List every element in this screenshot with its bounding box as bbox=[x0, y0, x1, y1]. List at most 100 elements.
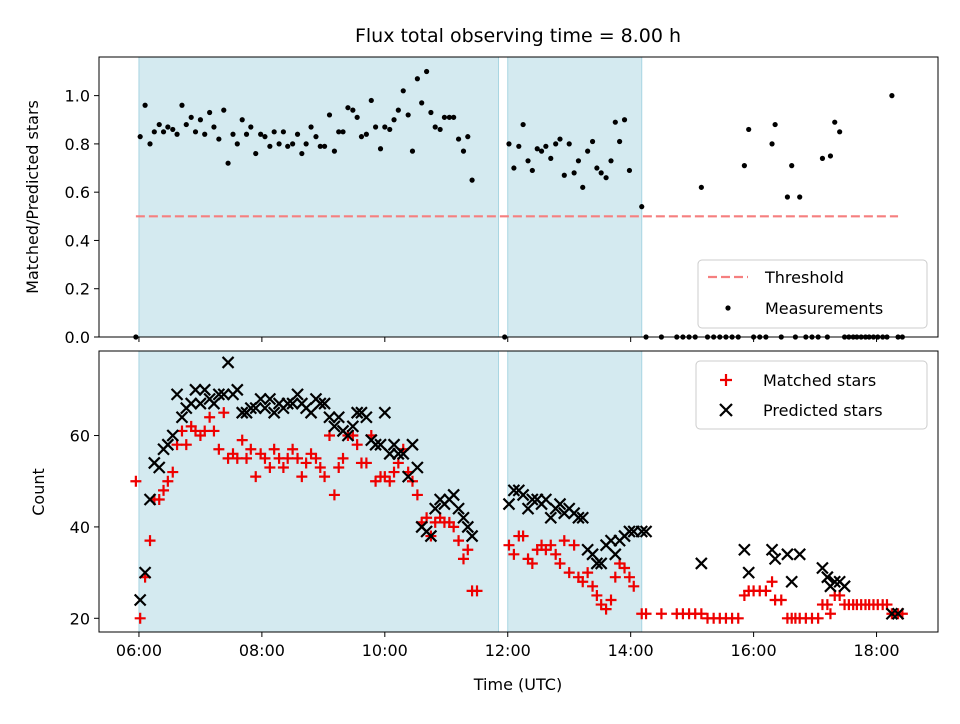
matched-star-marker bbox=[821, 599, 833, 611]
predicted-star-marker bbox=[341, 429, 355, 442]
measurement-point bbox=[543, 143, 549, 149]
predicted-star-marker bbox=[406, 438, 419, 451]
measurement-point bbox=[151, 129, 157, 135]
measurement-point bbox=[340, 129, 346, 135]
matched-star-marker bbox=[655, 608, 667, 620]
matched-star-marker bbox=[360, 457, 372, 469]
measurement-point bbox=[345, 105, 351, 111]
measurement-point bbox=[188, 114, 194, 120]
matched-star-marker bbox=[337, 452, 349, 464]
matched-star-marker bbox=[277, 462, 289, 474]
measurement-point bbox=[405, 112, 411, 118]
predicted-star-marker bbox=[212, 388, 226, 401]
matched-star-marker bbox=[695, 608, 707, 620]
predicted-star-marker bbox=[502, 497, 516, 511]
measurement-point bbox=[589, 138, 596, 145]
measurement-point bbox=[621, 117, 628, 123]
predicted-star-marker bbox=[516, 488, 530, 502]
matched-star-marker bbox=[640, 608, 652, 620]
measurement-point bbox=[789, 163, 795, 169]
predicted-star-marker bbox=[161, 438, 175, 451]
measurement-point bbox=[639, 204, 645, 210]
measurement-point bbox=[746, 126, 752, 133]
measurement-point bbox=[165, 124, 171, 130]
measurement-point bbox=[303, 141, 309, 147]
matched-star-marker bbox=[517, 530, 529, 542]
predicted-star-marker bbox=[194, 397, 207, 410]
measurement-point bbox=[377, 146, 384, 152]
matched-star-marker bbox=[558, 535, 570, 547]
measurement-point bbox=[280, 129, 286, 135]
matched-star-marker bbox=[199, 425, 211, 437]
matched-star-marker bbox=[388, 466, 400, 478]
matched-star-marker bbox=[250, 471, 262, 483]
measurement-point bbox=[769, 141, 775, 147]
measurement-point bbox=[179, 102, 185, 108]
measurement-point bbox=[372, 124, 379, 130]
predicted-star-marker bbox=[785, 575, 798, 589]
predicted-star-marker bbox=[594, 557, 608, 570]
measurement-point bbox=[276, 141, 282, 147]
x-tick-label: 16:00 bbox=[731, 641, 777, 660]
matched-star-marker bbox=[471, 585, 483, 597]
predicted-star-marker bbox=[553, 497, 567, 511]
measurement-point bbox=[465, 134, 471, 140]
measurement-point bbox=[267, 143, 273, 149]
matched-star-marker bbox=[153, 493, 165, 505]
predicted-star-marker bbox=[170, 388, 184, 401]
legend-threshold-label: Threshold bbox=[764, 268, 844, 287]
matched-star-marker bbox=[245, 443, 257, 455]
measurement-point bbox=[566, 141, 572, 147]
measurement-point bbox=[336, 129, 342, 135]
measurement-point bbox=[137, 134, 143, 140]
legend-predicted-label: Predicted stars bbox=[763, 401, 883, 420]
matched-star-marker bbox=[287, 443, 299, 455]
measurement-point bbox=[358, 134, 365, 140]
predicted-star-marker bbox=[401, 470, 415, 483]
measurement-point bbox=[317, 143, 323, 149]
legend-frame bbox=[697, 259, 928, 329]
matched-star-marker bbox=[158, 484, 170, 496]
measurement-point bbox=[156, 121, 162, 128]
predicted-star-marker bbox=[313, 397, 327, 410]
y-tick-label: 0.4 bbox=[65, 231, 90, 250]
matched-star-marker bbox=[213, 443, 225, 455]
measurement-point bbox=[174, 131, 180, 137]
measurement-point bbox=[446, 114, 452, 120]
measurement-point bbox=[294, 131, 301, 137]
matched-star-marker bbox=[503, 539, 515, 551]
predicted-star-marker bbox=[428, 502, 442, 515]
predicted-star-marker bbox=[374, 438, 387, 451]
measurement-point bbox=[211, 124, 217, 130]
measurement-point bbox=[428, 109, 434, 116]
measurement-point bbox=[608, 158, 614, 164]
predicted-star-marker bbox=[198, 383, 211, 397]
measurement-point bbox=[827, 153, 834, 159]
measurement-point bbox=[170, 126, 176, 133]
observing-span-1 bbox=[138, 350, 500, 633]
predicted-star-marker bbox=[166, 429, 180, 442]
measurement-point bbox=[424, 68, 430, 75]
measurement-point bbox=[626, 167, 633, 174]
measurement-point bbox=[197, 117, 204, 123]
measurement-point bbox=[290, 141, 296, 147]
measurement-point bbox=[784, 194, 791, 200]
predicted-star-marker bbox=[768, 552, 782, 566]
matched-star-marker bbox=[310, 452, 322, 464]
matched-star-marker bbox=[760, 585, 772, 597]
measurement-point bbox=[460, 148, 467, 154]
predicted-star-marker bbox=[323, 410, 336, 424]
measurement-point bbox=[395, 107, 401, 113]
matched-star-marker bbox=[162, 475, 174, 487]
predicted-star-marker bbox=[392, 447, 405, 461]
measurement-point bbox=[354, 114, 360, 120]
x-tick-label: 12:00 bbox=[485, 641, 531, 660]
matched-star-marker bbox=[264, 462, 276, 474]
measurement-point bbox=[617, 138, 623, 145]
measurement-point bbox=[553, 141, 559, 147]
matched-star-marker bbox=[296, 471, 308, 483]
plot-frame bbox=[98, 56, 939, 338]
predicted-star-marker bbox=[143, 493, 157, 506]
predicted-star-marker bbox=[521, 502, 535, 515]
predicted-star-marker bbox=[590, 557, 604, 570]
